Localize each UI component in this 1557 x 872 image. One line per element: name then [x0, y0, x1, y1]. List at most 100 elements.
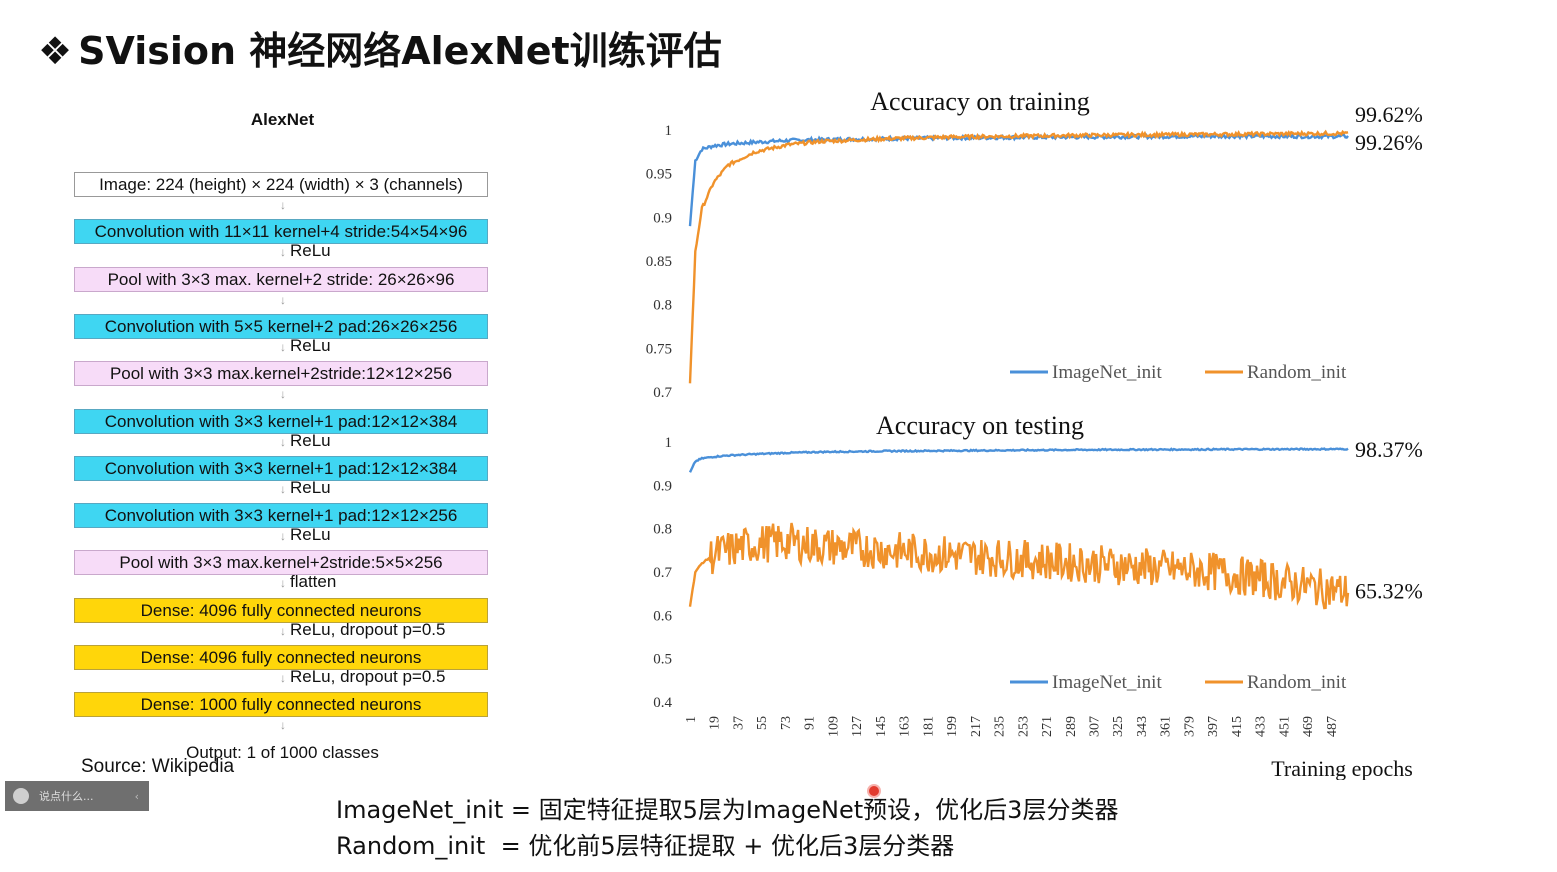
x-tick-label: 235: [993, 716, 1008, 737]
x-tick-label: 145: [874, 716, 889, 737]
y-tick-label: 0.7: [653, 565, 672, 581]
connector-label: ReLu, dropout p=0.5: [290, 619, 446, 639]
emoji-icon[interactable]: [13, 788, 29, 804]
arrow-down-icon: ↓: [280, 481, 286, 496]
chat-placeholder[interactable]: 说点什么...: [39, 790, 94, 803]
arrow-down-icon: ↓: [280, 198, 286, 212]
connector-0: ↓: [280, 194, 290, 214]
series-line-Random_init: [688, 522, 1350, 610]
alexnet-diagram: AlexNet Image: 224 (height) × 224 (width…: [60, 110, 505, 762]
end-value-label: 65.32%: [1355, 578, 1423, 603]
output-label: Output: 1 of 1000 classes: [186, 742, 379, 762]
x-tick-label: 55: [755, 716, 770, 730]
connector-label: flatten: [290, 572, 337, 592]
connector-2: ↓: [280, 289, 290, 309]
x-tick-label: 73: [779, 716, 794, 730]
x-tick-label: 271: [1040, 716, 1055, 737]
y-tick-label: 0.6: [653, 608, 672, 624]
connector-label: ReLu: [290, 335, 331, 355]
layer-conv-3: Convolution with 5×5 kernel+2 pad:26×26×…: [74, 313, 488, 339]
connector-10: ↓ ReLu, dropout p=0.5: [280, 667, 445, 687]
y-tick-label: 0.95: [646, 167, 672, 183]
y-tick-label: 0.75: [646, 341, 672, 357]
x-tick-label: 325: [1111, 716, 1126, 737]
x-tick-label: 181: [921, 716, 936, 737]
slide-title: ❖ SVision 神经网络AlexNet训练评估: [38, 20, 722, 75]
connector-1: ↓ ReLu: [280, 241, 331, 261]
arrow-down-icon: ↓: [280, 671, 286, 685]
arrow-down-icon: ↓: [280, 387, 286, 402]
y-tick-label: 0.9: [653, 478, 672, 494]
x-tick-label: 217: [969, 716, 984, 737]
end-value-label: 99.62%: [1355, 102, 1423, 127]
layer-pool-2: Pool with 3×3 max. kernel+2 stride: 26×2…: [74, 266, 488, 292]
series-line-ImageNet_init: [688, 131, 1349, 227]
accuracy-charts: Accuracy on training 0.7 0.75 0.8 0.85 0.9 0.9…: [646, 87, 1423, 780]
note-imagenet-init: ImageNet_init = 固定特征提取5层为ImageNet预设，优化后3…: [336, 796, 1119, 824]
chart-title-1: Accuracy on testing: [876, 411, 1084, 440]
x-tick-label: 415: [1230, 716, 1245, 737]
alexnet-layers: Image: 224 (height) × 224 (width) × 3 (c…: [60, 140, 505, 762]
layer-pool-4: Pool with 3×3 max.kernel+2stride:12×12×2…: [74, 361, 488, 387]
notes: ImageNet_init = 固定特征提取5层为ImageNet预设，优化后3…: [336, 792, 1118, 864]
x-tick-label: 109: [826, 716, 841, 737]
legend-label: Random_init: [1247, 672, 1347, 693]
connector-6: ↓ ReLu: [280, 478, 331, 498]
x-tick-label: 307: [1088, 716, 1103, 737]
connector-8: ↓ flatten: [280, 572, 336, 592]
x-tick-label: 163: [898, 716, 913, 737]
connector-3: ↓ ReLu: [280, 336, 331, 356]
x-tick-label: 127: [850, 716, 865, 737]
arrow-down-icon: ↓: [280, 576, 286, 591]
connector-label: ReLu, dropout p=0.5: [290, 667, 446, 686]
x-axis-label: Training epochs: [1271, 756, 1413, 780]
end-value-label: 98.37%: [1355, 437, 1423, 462]
layer-dense-9: Dense: 4096 fully connected neurons: [74, 597, 488, 623]
x-tick-label: 487: [1325, 716, 1340, 737]
input-layer: Image: 224 (height) × 224 (width) × 3 (c…: [74, 172, 488, 197]
connector-5: ↓ ReLu: [280, 431, 331, 451]
x-tick-label: 253: [1016, 716, 1031, 737]
arrow-down-icon: ↓: [280, 434, 286, 449]
x-tick-label: 469: [1301, 716, 1316, 737]
pointer-dot-icon: [869, 786, 879, 796]
connector-4: ↓: [280, 383, 290, 403]
layer-pool-8: Pool with 3×3 max.kernel+2stride:5×5×256: [74, 550, 488, 576]
x-tick-label: 199: [945, 716, 960, 737]
diamond-bullet-icon: ❖: [38, 29, 73, 73]
series-line-Random_init: [688, 129, 1349, 384]
x-tick-label: 451: [1277, 716, 1292, 737]
arrow-down-icon: ↓: [280, 718, 286, 733]
x-tick-label: 379: [1182, 716, 1197, 737]
x-tick-label: 343: [1135, 716, 1150, 737]
collapse-chevron-icon[interactable]: ‹: [134, 789, 139, 803]
chat-input-bar[interactable]: 说点什么... ‹: [5, 781, 149, 811]
connector-11: ↓: [280, 714, 290, 734]
arrow-down-icon: ↓: [280, 339, 286, 354]
x-tick-label: 433: [1254, 716, 1269, 737]
arrow-down-icon: ↓: [280, 529, 286, 544]
arrow-down-icon: ↓: [280, 245, 286, 260]
x-tick-label: 1: [684, 716, 699, 723]
connector-7: ↓ ReLu: [280, 525, 331, 545]
x-tick-label: 289: [1064, 716, 1079, 737]
layer-conv-6: Convolution with 3×3 kernel+1 pad:12×12×…: [74, 455, 488, 481]
legend-label: ImageNet_init: [1052, 672, 1162, 693]
arrow-down-icon: ↓: [280, 292, 286, 307]
source-citation: Source: Wikipedia: [81, 756, 235, 777]
x-tick-label: 19: [708, 716, 723, 730]
connector-label: ReLu: [290, 430, 331, 450]
y-tick-label: 0.5: [653, 652, 672, 668]
layer-conv-7: Convolution with 3×3 kernel+1 pad:12×12×…: [74, 503, 488, 529]
layer-conv-1: Convolution with 11×11 kernel+4 stride:5…: [74, 219, 488, 245]
x-tick-label: 361: [1159, 716, 1174, 737]
y-tick-label: 0.8: [653, 522, 672, 538]
connector-label: ReLu: [290, 241, 331, 261]
x-tick-label: 397: [1206, 716, 1221, 737]
note-random-init: Random_init = 优化前5层特征提取 + 优化后3层分类器: [336, 832, 955, 860]
x-tick-label: 37: [732, 716, 747, 730]
y-tick-label: 1: [665, 123, 673, 139]
alexnet-title: AlexNet: [250, 110, 315, 129]
end-value-label: 99.26%: [1355, 130, 1423, 155]
x-tick-label: 91: [803, 716, 818, 730]
